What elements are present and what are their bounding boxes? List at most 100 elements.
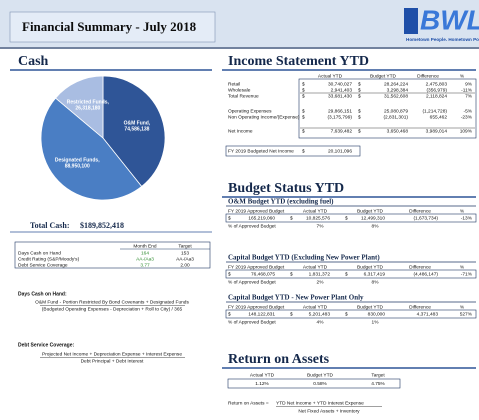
slice-value: 26,318,180 xyxy=(75,106,100,112)
cell: -71% xyxy=(461,271,473,277)
income-box xyxy=(298,78,477,139)
column-header: Difference xyxy=(409,208,431,214)
cell: $ xyxy=(302,114,305,120)
cell: $ xyxy=(358,93,361,99)
cell: 1,831,372 xyxy=(309,271,331,277)
logo-block xyxy=(404,8,418,34)
cell: 2,118,824 xyxy=(426,93,447,99)
cell: 164 xyxy=(141,250,149,256)
tagline: Hometown People. Hometown Power. xyxy=(406,37,479,42)
column-header: Target xyxy=(371,372,385,378)
budgeted-box xyxy=(225,145,361,157)
row-label: Days Cash on Hand xyxy=(18,250,61,256)
cell: 1.12% xyxy=(255,381,269,387)
cell: -13% xyxy=(461,215,473,221)
cell: -23% xyxy=(461,114,473,120)
cell: 655,462 xyxy=(430,114,448,120)
subsection-title: O&M Budget YTD (excluding fuel) xyxy=(228,198,334,206)
column-header: % xyxy=(460,304,465,310)
cell: 2.00 xyxy=(180,262,190,268)
cell: $ xyxy=(345,271,348,277)
cell: $ xyxy=(228,215,231,221)
formula-numerator: YTD Net Income + YTD Interest Expense xyxy=(276,400,364,406)
cell: 3,650,468 xyxy=(387,128,409,134)
cell: 33,681,430 xyxy=(328,93,352,99)
row-label: Non Operating Income/(Expense) xyxy=(228,114,300,120)
row-label: % of Approved Budget xyxy=(228,319,276,325)
total-label: Total Cash: xyxy=(30,221,70,230)
definition-title: Debt Service Coverage: xyxy=(18,342,74,348)
definition-line: Projected Net Income + Depreciation Expe… xyxy=(42,351,182,357)
cell: $ xyxy=(358,87,361,93)
cell: -11% xyxy=(461,87,473,93)
definition-line: Debt Principal + Debt Interest xyxy=(81,358,144,364)
row-label: FY 2019 Budgeted Net Income xyxy=(228,148,294,154)
cell: 3.77 xyxy=(140,262,150,268)
cell: 2% xyxy=(317,279,325,285)
cell: 76,468,075 xyxy=(251,271,275,277)
cell: 10,825,576 xyxy=(306,215,330,221)
cell: $ xyxy=(290,311,293,317)
column-header: Budget YTD xyxy=(370,73,397,79)
cell: $ xyxy=(302,148,305,154)
cell: $ xyxy=(290,271,293,277)
cell: $ xyxy=(228,271,231,277)
cell: 4,371,483 xyxy=(417,311,439,317)
column-header: Difference xyxy=(417,73,439,79)
cell: $ xyxy=(290,215,293,221)
cash-table-box xyxy=(14,241,211,269)
cell: 3,989,014 xyxy=(426,128,448,134)
cell: 165,219,060 xyxy=(248,215,275,221)
column-header: % xyxy=(460,264,465,270)
column-header: % xyxy=(460,73,465,79)
values-box xyxy=(225,269,477,279)
cell: 148,122,831 xyxy=(248,311,275,317)
row-label: Wholesale xyxy=(228,87,251,93)
cell: 0.58% xyxy=(313,381,327,387)
column-header: Budget YTD xyxy=(357,208,384,214)
column-header: Budget YTD xyxy=(357,304,384,310)
cell: $ xyxy=(302,128,305,134)
column-header: FY 2019 Approved Budget xyxy=(228,208,285,214)
row-label: Operating Expenses xyxy=(228,108,272,114)
cell: $ xyxy=(345,311,348,317)
column-header: Actual YTD xyxy=(318,73,343,79)
cell: 153 xyxy=(181,250,189,256)
column-header: Actual YTD xyxy=(303,264,328,270)
cell: 109% xyxy=(460,128,473,134)
cell: $ xyxy=(228,311,231,317)
values-box xyxy=(225,309,477,319)
cell: (1,673,734) xyxy=(413,215,438,221)
cell: 30,740,027 xyxy=(328,81,352,87)
row-label: Credit Rating (S&P/Moody's) xyxy=(18,256,80,262)
cell: 527% xyxy=(460,311,473,317)
cell: $ xyxy=(345,215,348,221)
logo: BWL xyxy=(420,4,479,35)
slice-value: 88,950,100 xyxy=(65,163,90,169)
slice-value: 74,586,138 xyxy=(124,126,149,132)
row-label: Total Revenue xyxy=(228,93,259,99)
subsection-title: Capital Budget YTD - New Power Plant Onl… xyxy=(228,294,364,302)
column-header: FY 2019 Approved Budget xyxy=(228,264,285,270)
cell: 4.75% xyxy=(371,381,385,387)
cell: $ xyxy=(302,93,305,99)
cell: 5,201,483 xyxy=(309,311,331,317)
cell: 12,499,310 xyxy=(361,215,385,221)
column-header: Difference xyxy=(409,264,431,270)
cell: (3,175,799) xyxy=(327,114,352,120)
title-box xyxy=(9,11,216,43)
formula-label: Return on Assets = xyxy=(228,400,269,406)
column-header: Month End xyxy=(133,243,157,249)
cell: 3,298,384 xyxy=(387,87,409,93)
cell: 7,639,482 xyxy=(331,128,353,134)
cell: AA-/Aa3 xyxy=(176,256,194,262)
pie-slice xyxy=(55,75,104,139)
page-title: Financial Summary - July 2018 xyxy=(22,19,197,34)
cell: $ xyxy=(302,87,305,93)
definition-line: O&M Fund - Portion Restricted By Bond Co… xyxy=(35,299,189,305)
section-title: Budget Status YTD xyxy=(228,181,344,196)
cell: 7% xyxy=(317,223,325,229)
cell: 8% xyxy=(372,223,380,229)
